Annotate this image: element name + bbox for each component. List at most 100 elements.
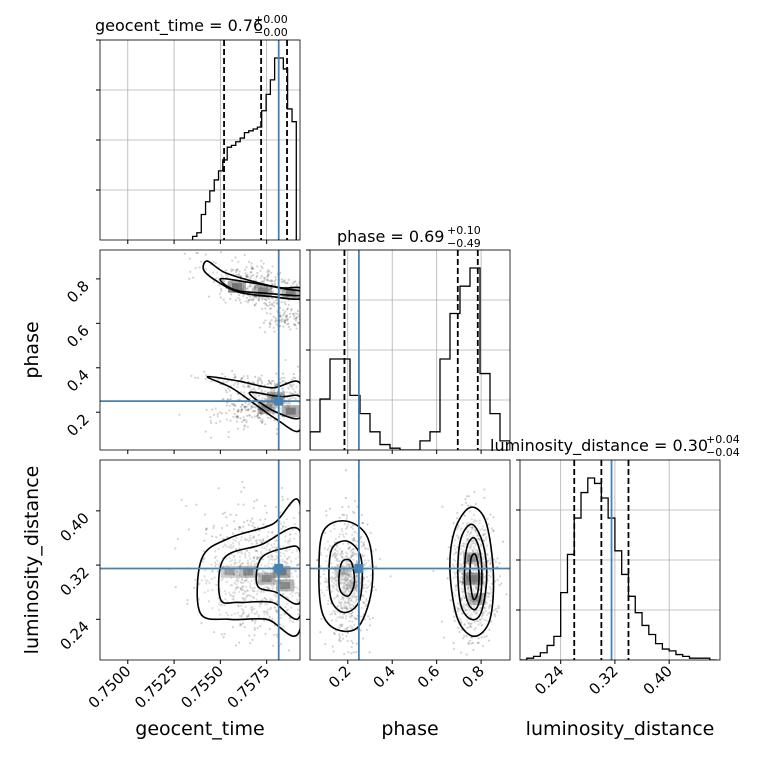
sample-point-luminosity_distance_vs_phase-0 <box>347 505 350 508</box>
sample-point-luminosity_distance_vs_geocent_time-0 <box>242 593 245 596</box>
sample-point-luminosity_distance_vs_phase-0 <box>345 587 349 590</box>
sample-point-phase_vs_geocent_time-1 <box>286 386 290 389</box>
sample-point-luminosity_distance_vs_geocent_time-0 <box>243 598 246 601</box>
sample-point-luminosity_distance_vs_phase-1 <box>473 621 476 624</box>
sample-point-luminosity_distance_vs_phase-1 <box>462 542 465 545</box>
sample-point-luminosity_distance_vs_geocent_time-0 <box>240 623 243 626</box>
sample-point-luminosity_distance_vs_geocent_time-0 <box>239 587 242 590</box>
sample-point-phase_vs_geocent_time-0 <box>245 287 249 290</box>
sample-point-luminosity_distance_vs_phase-0 <box>340 598 343 601</box>
sample-point-luminosity_distance_vs_phase-0 <box>348 599 351 602</box>
sample-point-luminosity_distance_vs_geocent_time-0 <box>249 582 252 585</box>
sample-point-luminosity_distance_vs_geocent_time-0 <box>273 593 276 597</box>
sample-point-luminosity_distance_vs_geocent_time-0 <box>234 592 237 595</box>
sample-point-luminosity_distance_vs_geocent_time-0 <box>286 497 289 501</box>
sample-point-luminosity_distance_vs_geocent_time-0 <box>279 522 283 525</box>
sample-point-luminosity_distance_vs_phase-1 <box>468 535 471 538</box>
sample-point-luminosity_distance_vs_geocent_time-0 <box>231 542 235 545</box>
sample-point-luminosity_distance_vs_phase-0 <box>348 575 351 578</box>
sample-point-luminosity_distance_vs_geocent_time-0 <box>255 542 258 545</box>
sample-point-phase_vs_geocent_time-3 <box>273 382 276 385</box>
sample-point-luminosity_distance_vs_phase-0 <box>353 589 356 592</box>
sample-point-phase_vs_geocent_time-1 <box>243 419 246 422</box>
sample-point-luminosity_distance_vs_phase-0 <box>346 579 349 582</box>
sample-point-luminosity_distance_vs_phase-1 <box>484 606 487 609</box>
sample-point-phase_vs_geocent_time-0 <box>270 302 274 306</box>
sample-point-phase_vs_geocent_time-0 <box>247 275 250 279</box>
sample-point-luminosity_distance_vs_phase-0 <box>352 539 356 542</box>
sample-point-luminosity_distance_vs_phase-1 <box>461 503 464 507</box>
sample-point-luminosity_distance_vs_geocent_time-0 <box>219 533 222 537</box>
sample-point-luminosity_distance_vs_phase-0 <box>331 571 334 574</box>
sample-point-luminosity_distance_vs_geocent_time-0 <box>287 556 290 559</box>
sample-point-phase_vs_geocent_time-1 <box>222 397 225 401</box>
sample-point-luminosity_distance_vs_geocent_time-0 <box>251 608 254 611</box>
sample-point-luminosity_distance_vs_phase-0 <box>355 642 359 645</box>
sample-point-luminosity_distance_vs_phase-1 <box>460 545 463 548</box>
sample-point-phase_vs_geocent_time-3 <box>217 378 220 382</box>
sample-point-phase_vs_geocent_time-0 <box>255 275 258 279</box>
sample-point-luminosity_distance_vs_geocent_time-0 <box>281 560 284 563</box>
sample-point-luminosity_distance_vs_phase-0 <box>353 592 356 595</box>
sample-point-luminosity_distance_vs_phase-0 <box>335 579 338 582</box>
sample-point-luminosity_distance_vs_geocent_time-0 <box>295 550 298 553</box>
sample-point-luminosity_distance_vs_phase-0 <box>353 552 357 555</box>
sample-point-luminosity_distance_vs_phase-1 <box>473 628 476 631</box>
sample-point-luminosity_distance_vs_phase-0 <box>324 643 327 646</box>
sample-point-luminosity_distance_vs_geocent_time-0 <box>206 589 210 592</box>
sample-point-luminosity_distance_vs_geocent_time-0 <box>228 591 231 594</box>
sample-point-luminosity_distance_vs_geocent_time-0 <box>247 562 250 565</box>
sample-point-luminosity_distance_vs_phase-0 <box>327 547 330 550</box>
sample-point-luminosity_distance_vs_phase-0 <box>356 540 359 543</box>
sample-point-luminosity_distance_vs_geocent_time-0 <box>262 610 265 613</box>
sample-point-luminosity_distance_vs_geocent_time-0 <box>261 583 264 586</box>
sample-point-phase_vs_geocent_time-3 <box>260 381 264 385</box>
sample-point-luminosity_distance_vs_phase-0 <box>350 575 353 578</box>
sample-point-luminosity_distance_vs_phase-1 <box>474 584 477 587</box>
sample-point-phase_vs_geocent_time-0 <box>301 293 303 295</box>
sample-point-phase_vs_geocent_time-1 <box>284 358 287 362</box>
sample-point-luminosity_distance_vs_phase-0 <box>353 586 356 589</box>
sample-point-luminosity_distance_vs_phase-0 <box>336 616 339 619</box>
sample-point-luminosity_distance_vs_geocent_time-0 <box>223 632 226 636</box>
sample-point-luminosity_distance_vs_phase-1 <box>482 539 485 542</box>
sample-point-luminosity_distance_vs_geocent_time-0 <box>269 569 272 572</box>
sample-point-luminosity_distance_vs_geocent_time-0 <box>293 569 297 573</box>
ytick-label-luminosity_distance-1: 0.32 <box>56 563 92 599</box>
sample-point-phase_vs_geocent_time-0 <box>271 290 274 293</box>
sample-point-phase_vs_geocent_time-0 <box>261 296 264 300</box>
sample-point-phase_vs_geocent_time-0 <box>283 295 287 298</box>
sample-point-luminosity_distance_vs_phase-0 <box>368 651 371 654</box>
sample-point-luminosity_distance_vs_geocent_time-0 <box>281 579 285 582</box>
density-core-inner-luminosity_distance_vs_phase-4 <box>471 595 482 603</box>
truth-marker-phase_vs_geocent_time <box>274 396 284 406</box>
sample-point-phase_vs_geocent_time-3 <box>240 378 243 381</box>
sample-point-luminosity_distance_vs_phase-1 <box>468 609 471 612</box>
sample-point-phase_vs_geocent_time-1 <box>279 381 282 384</box>
sample-point-luminosity_distance_vs_phase-0 <box>351 594 354 597</box>
sample-point-luminosity_distance_vs_phase-0 <box>348 569 352 572</box>
sample-point-phase_vs_geocent_time-1 <box>283 376 286 379</box>
sample-point-luminosity_distance_vs_geocent_time-0 <box>255 549 259 552</box>
sample-point-phase_vs_geocent_time-0 <box>246 275 249 278</box>
sample-point-luminosity_distance_vs_geocent_time-0 <box>252 596 256 599</box>
sample-point-luminosity_distance_vs_geocent_time-0 <box>267 608 270 611</box>
sample-point-phase_vs_geocent_time-0 <box>273 283 277 287</box>
sample-point-luminosity_distance_vs_phase-0 <box>363 618 366 621</box>
sample-point-luminosity_distance_vs_geocent_time-0 <box>243 625 246 629</box>
sample-point-luminosity_distance_vs_phase-0 <box>336 605 339 609</box>
sample-point-phase_vs_geocent_time-2 <box>285 314 288 317</box>
sample-point-luminosity_distance_vs_phase-1 <box>470 570 473 574</box>
sample-point-luminosity_distance_vs_geocent_time-0 <box>259 518 262 522</box>
sample-point-phase_vs_geocent_time-0 <box>267 272 270 276</box>
sample-point-luminosity_distance_vs_geocent_time-0 <box>238 565 241 568</box>
sample-point-luminosity_distance_vs_phase-0 <box>345 583 348 587</box>
sample-point-phase_vs_geocent_time-0 <box>236 268 239 271</box>
sample-point-luminosity_distance_vs_geocent_time-0 <box>250 595 253 598</box>
sample-point-luminosity_distance_vs_phase-0 <box>349 526 353 529</box>
sample-point-luminosity_distance_vs_phase-1 <box>454 588 458 592</box>
sample-point-phase_vs_geocent_time-0 <box>254 279 257 282</box>
sample-point-luminosity_distance_vs_phase-0 <box>340 555 344 559</box>
sample-point-phase_vs_geocent_time-2 <box>297 322 300 325</box>
sample-point-phase_vs_geocent_time-0 <box>245 276 248 279</box>
